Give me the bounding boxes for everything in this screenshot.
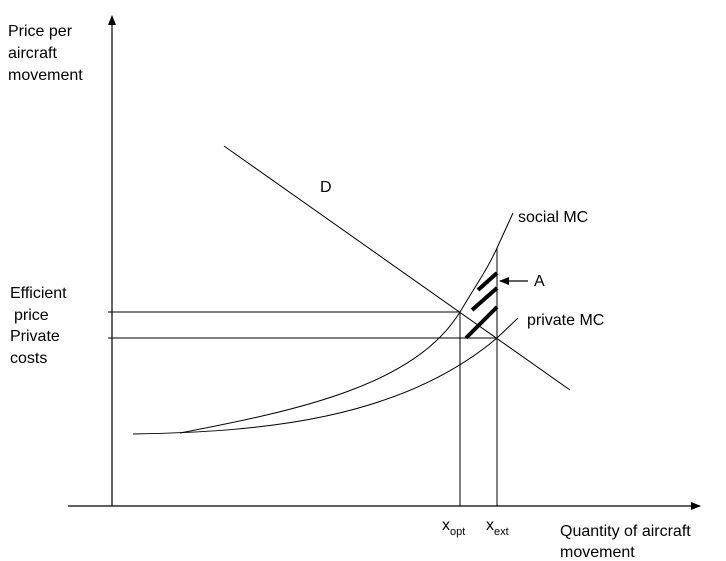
private-mc-label: private MC — [527, 312, 604, 329]
social-mc-label: social MC — [518, 209, 588, 226]
efficient-price-label: Efficient price — [10, 285, 71, 324]
private-costs-label: Private costs — [10, 328, 64, 367]
y-axis-label: Price per aircraft movement — [8, 23, 83, 84]
hatched-area-a — [464, 271, 499, 340]
demand-curve — [223, 145, 571, 391]
demand-label: D — [320, 179, 332, 196]
x-opt-label: xopt — [442, 517, 465, 538]
x-axis-label: Quantity of aircraft movement — [560, 523, 695, 561]
x-ext-label: xext — [486, 517, 509, 538]
social-mc-curve — [179, 212, 514, 434]
area-a-label: A — [534, 273, 545, 290]
private-mc-curve — [132, 317, 519, 435]
